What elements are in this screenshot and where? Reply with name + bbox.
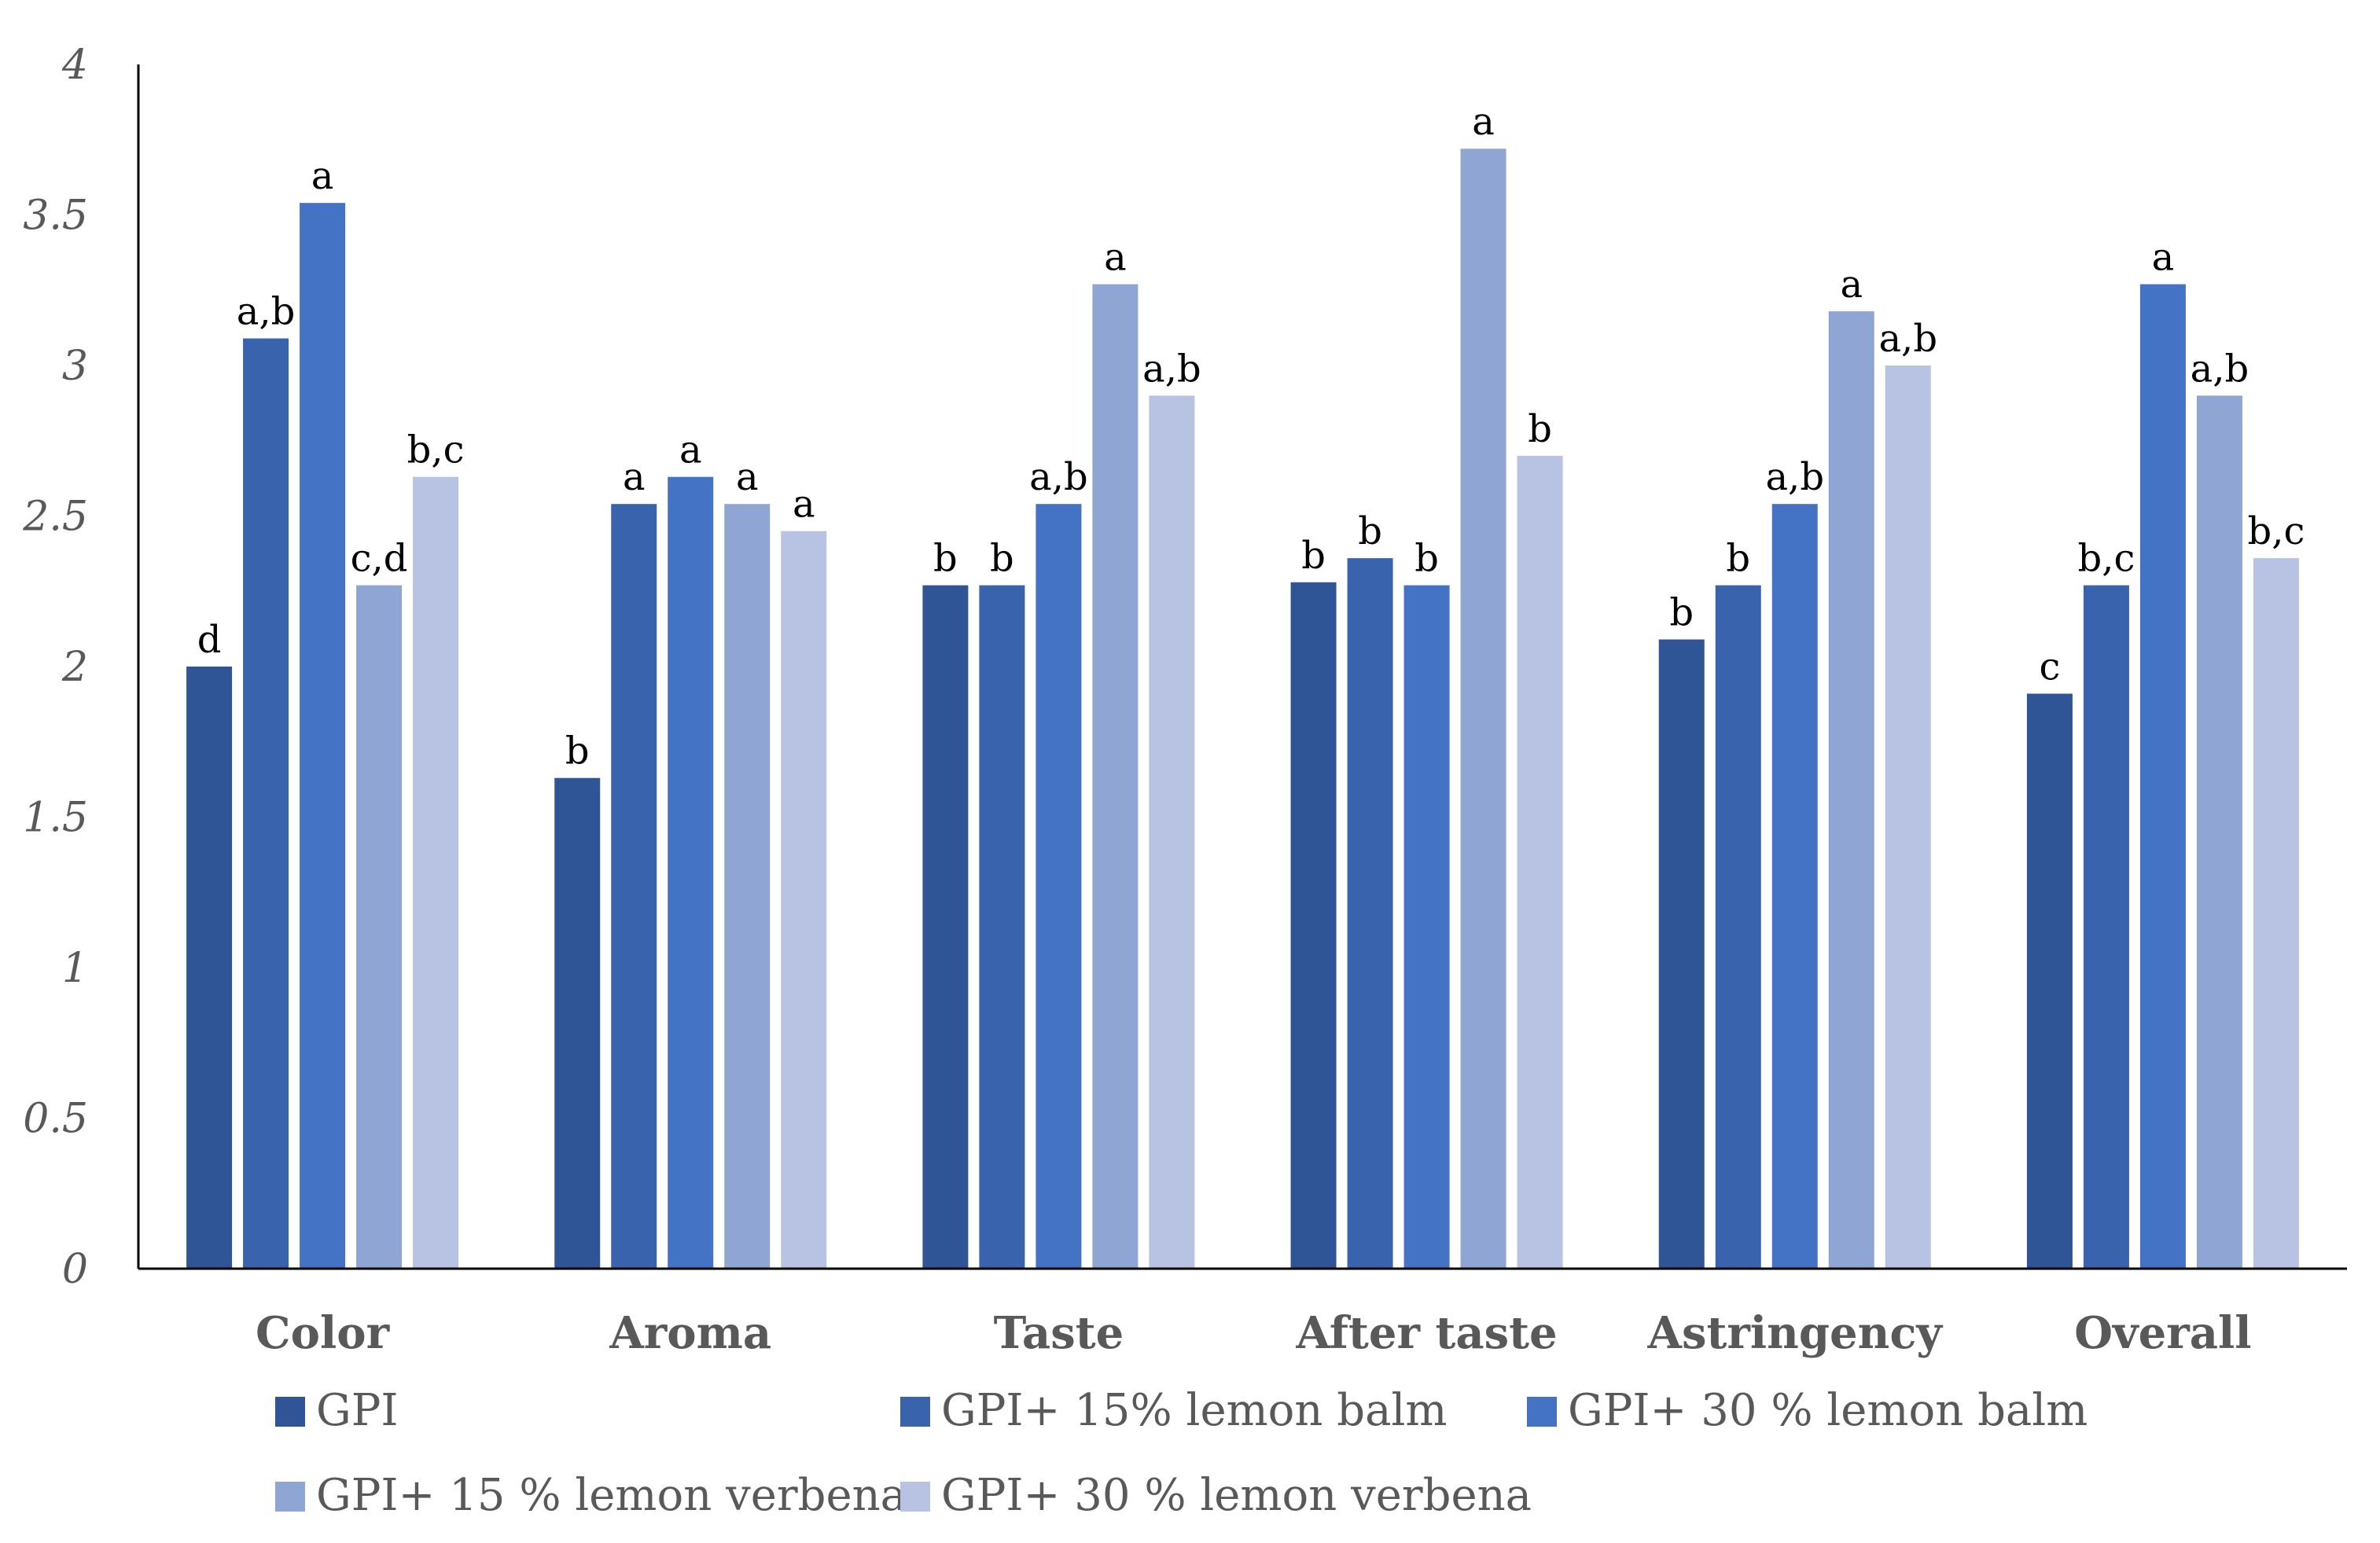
x-category-label: Aroma [609,1307,771,1359]
bar [1517,455,1563,1269]
bar [979,585,1025,1269]
data-label: a [1840,263,1863,307]
bar [356,585,403,1269]
bar [2253,558,2299,1269]
bar [1771,504,1818,1269]
x-axis-categories: Color Aroma Taste After taste Astringency Ove… [256,1307,2252,1359]
data-label: a,b [1029,455,1088,499]
x-category-label: Taste [994,1307,1124,1359]
x-category-label: Color [256,1307,391,1359]
data-label: a [623,455,646,499]
data-label: b [1528,407,1552,451]
data-label: c,d [351,537,408,581]
data-label: a,b [1142,347,1201,391]
y-tick-label: 2.5 [22,494,88,541]
bar [1658,639,1705,1269]
y-tick-label: 0 [62,1246,88,1293]
legend: GPI GPI+ 15% lemon balm GPI+ 30 % lemon ba… [275,1385,2088,1521]
bar [413,476,459,1269]
data-label: a [679,428,702,472]
y-tick-label: 2 [61,644,88,691]
data-label: d [197,618,222,662]
data-label: b,c [2247,509,2305,553]
bar [724,504,771,1269]
legend-swatch [1527,1397,1557,1427]
x-category-label: After taste [1295,1307,1557,1359]
data-label: b,c [407,428,465,472]
bar [1460,149,1506,1269]
y-tick-label: 3.5 [23,193,88,240]
data-label: b [990,537,1014,581]
data-label: b [933,537,958,581]
y-tick-label: 4 [61,42,88,89]
bar [300,203,346,1269]
data-label: a [793,483,815,527]
bar [2196,395,2242,1269]
y-axis-ticks: 0 0.5 1 1.5 2 2.5 3 3.5 4 [22,42,88,1293]
data-label: b [1726,537,1750,581]
legend-label: GPI+ 30 % lemon verbena [941,1470,1532,1521]
data-label: b [565,729,590,773]
bar [1290,582,1337,1269]
data-label: a,b [1765,455,1824,499]
bar [186,667,233,1269]
bar [1403,585,1450,1269]
data-label: b [1358,509,1382,553]
legend-label: GPI+ 30 % lemon balm [1568,1385,2088,1436]
data-label: a [736,455,759,499]
data-label: a [1472,100,1495,144]
data-label: c [2039,645,2060,689]
y-tick-label: 3 [62,343,88,390]
legend-label: GPI [316,1385,399,1436]
bar [243,338,289,1269]
legend-swatch [275,1482,305,1512]
data-label: a,b [237,290,296,334]
bar [2083,585,2129,1269]
legend-label: GPI+ 15 % lemon verbena [316,1470,907,1521]
bar [922,585,969,1269]
bar [1885,366,1931,1269]
bar [2139,284,2186,1269]
bar [611,504,657,1269]
data-label: a,b [2191,347,2249,391]
bar [1149,395,1195,1269]
data-label: a,b [1878,317,1937,361]
data-label: a [1104,236,1127,280]
bar [1715,585,1761,1269]
bars [186,149,2299,1269]
data-label: b [1301,534,1326,578]
bar [1347,558,1393,1269]
y-tick-label: 1 [62,945,88,992]
bar [1828,311,1874,1269]
data-label: b [1669,591,1694,635]
legend-swatch [900,1482,930,1512]
legend-swatch [275,1397,305,1427]
x-category-label: Overall [2074,1307,2251,1359]
data-label: b [1414,537,1439,581]
y-tick-label: 1.5 [23,795,88,842]
bar [1092,284,1139,1269]
y-tick-label: 0.5 [23,1096,88,1143]
data-label: a [2152,236,2175,280]
legend-label: GPI+ 15% lemon balm [941,1385,1447,1436]
bar [1036,504,1082,1269]
x-category-label: Astringency [1647,1307,1944,1359]
data-label: a [311,154,334,198]
bar [781,531,827,1269]
data-label: b,c [2077,537,2135,581]
legend-swatch [900,1397,930,1427]
bar [2026,693,2073,1269]
bar [554,777,601,1269]
bar [668,476,714,1269]
